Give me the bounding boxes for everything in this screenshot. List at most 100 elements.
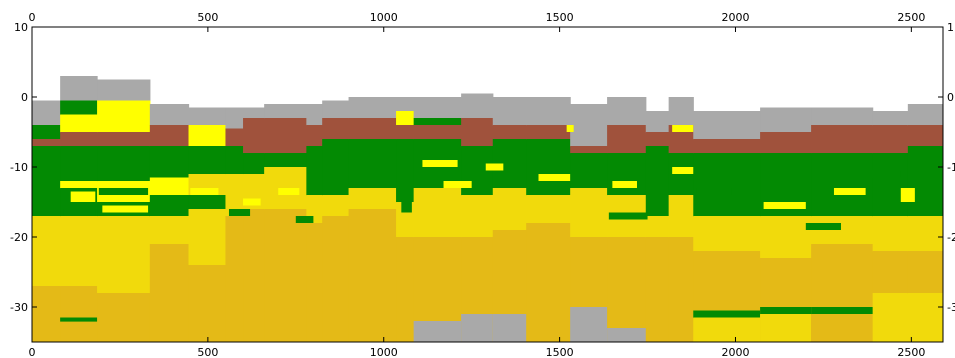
cell-col15-layer1	[526, 125, 571, 140]
cell-col13-layer0	[461, 93, 494, 119]
cell-col21-layer0	[760, 107, 812, 133]
y-tick-label-1: 0	[21, 91, 28, 104]
cell-col21-layer5	[760, 307, 812, 315]
cell-col23-layer3	[872, 216, 909, 252]
cell-col15-layer4	[526, 223, 571, 342]
cell-col18-layer3	[645, 216, 670, 238]
cell-col6-layer4	[243, 209, 265, 342]
lens-3	[98, 188, 149, 195]
lens-2	[70, 191, 96, 202]
cell-col18-layer1	[645, 132, 670, 147]
cell-col23-layer4	[872, 251, 909, 294]
cell-col7-layer1	[264, 118, 307, 154]
cell-col13-layer1	[461, 118, 494, 147]
cell-col17-layer1	[607, 125, 647, 154]
cell-col11-layer3	[396, 139, 415, 203]
x-tick-label-top-2: 1000	[370, 11, 398, 24]
cell-col19-layer0	[668, 97, 694, 126]
cell-col20-layer6	[693, 317, 761, 342]
cell-col3-layer2	[149, 146, 190, 179]
cell-col7-layer4	[264, 209, 307, 342]
cell-col24-layer5	[907, 293, 943, 342]
x-tick-label-bottom-4: 2000	[721, 346, 749, 358]
y2-tick-label-0: 1	[947, 21, 954, 34]
cell-col8-layer2	[306, 146, 323, 196]
cell-col0-layer5	[32, 286, 61, 342]
cell-col17-layer0	[607, 97, 647, 126]
cell-col4-layer0	[188, 107, 227, 126]
y2-tick-label-2: -1	[947, 161, 955, 174]
cell-col1-layer4	[60, 146, 98, 182]
cell-col20-layer0	[693, 111, 761, 140]
cell-col8-layer1	[306, 125, 323, 147]
cell-col2-layer3	[97, 146, 151, 182]
cell-col5-layer3	[225, 174, 244, 217]
cell-col4-layer4	[188, 195, 227, 210]
lens-13	[485, 163, 504, 171]
lens-21	[763, 202, 806, 209]
cell-col4-layer6	[188, 265, 227, 342]
cell-col10-layer1	[348, 118, 397, 140]
cell-col24-layer1	[907, 125, 943, 147]
lens-17	[608, 212, 648, 220]
lens-1	[63, 209, 96, 216]
lens-10	[401, 198, 412, 213]
cell-col17-layer4	[607, 237, 647, 342]
cell-col13-layer3	[461, 195, 494, 238]
lens-9	[278, 188, 300, 195]
cell-col24-layer2	[907, 146, 943, 217]
cell-col17-layer5	[607, 328, 647, 342]
cell-col19-layer4	[668, 237, 694, 342]
cell-col7-layer0	[264, 104, 307, 119]
lens-23	[833, 188, 866, 195]
cell-col22-layer3	[811, 216, 874, 245]
cell-col20-layer2	[693, 153, 761, 217]
cell-col22-layer6	[811, 314, 874, 342]
cell-col9-layer4	[322, 216, 350, 342]
heatmap-cells	[32, 76, 943, 342]
cell-col10-layer2	[348, 139, 397, 189]
lens-7	[228, 209, 251, 216]
cell-col3-layer4	[149, 195, 190, 217]
y-tick-label-3: -20	[10, 231, 28, 244]
cell-col2-layer7	[97, 293, 151, 342]
cell-col9-layer3	[322, 195, 350, 217]
x-tick-label-top-5: 2500	[897, 11, 925, 24]
y-tick-label-4: -30	[10, 301, 28, 314]
cell-col18-layer4	[645, 237, 670, 342]
lens-25	[841, 170, 901, 178]
cell-col0-layer4	[32, 216, 61, 287]
cell-col11-layer0	[396, 97, 415, 112]
cell-col13-layer5	[461, 314, 494, 342]
cell-col22-layer2	[811, 153, 874, 217]
lens-19	[672, 125, 694, 132]
lens-16	[612, 181, 637, 188]
cell-col14-layer5	[492, 314, 527, 342]
cell-col16-layer2	[570, 153, 608, 189]
cell-col14-layer0	[492, 97, 527, 126]
cell-col5-layer4	[225, 216, 244, 342]
cell-col12-layer4	[413, 188, 462, 238]
cell-col11-layer1	[396, 111, 415, 126]
x-tick-label-top-0: 0	[29, 11, 36, 24]
cell-col23-layer2	[872, 153, 909, 217]
y2-tick-label-4: -3	[947, 301, 955, 314]
y2-tick-label-1: 0	[947, 91, 954, 104]
cell-col17-layer2	[607, 153, 647, 196]
cell-col15-layer3	[526, 195, 571, 224]
cell-col4-layer2	[188, 146, 227, 175]
cell-col1-layer9	[60, 317, 98, 322]
cell-col14-layer1	[492, 125, 527, 140]
cell-col3-layer0	[149, 104, 190, 126]
cell-col12-layer1	[413, 118, 462, 126]
cell-col9-layer0	[322, 100, 350, 119]
cell-col3-layer3	[149, 177, 190, 196]
cell-col2-layer1	[97, 100, 151, 133]
x-tick-label-bottom-2: 1000	[370, 346, 398, 358]
cell-col4-layer5	[188, 209, 227, 266]
x-tick-label-top-4: 2000	[721, 11, 749, 24]
cell-col22-layer1	[811, 125, 874, 154]
cell-col19-layer2	[668, 153, 694, 196]
lens-15	[566, 125, 574, 132]
